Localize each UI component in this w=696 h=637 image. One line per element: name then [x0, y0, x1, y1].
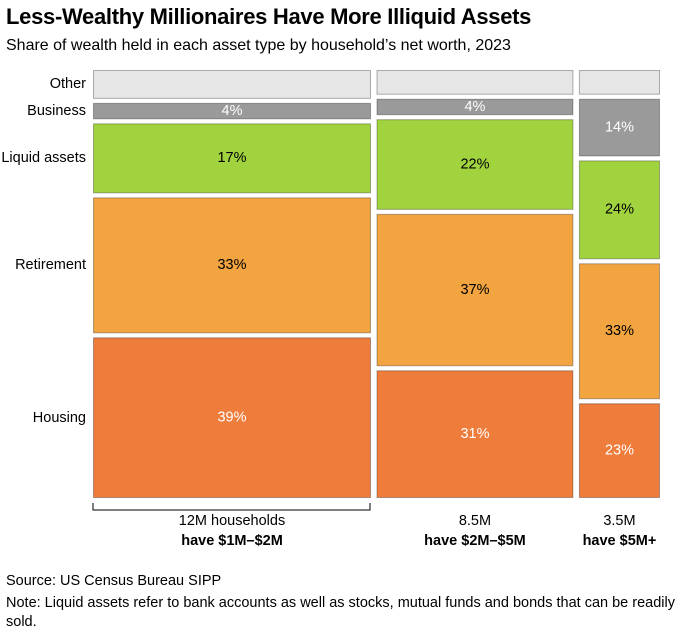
value-label: 22% — [460, 156, 489, 172]
value-label: 23% — [605, 442, 634, 458]
chart-title: Less-Wealthy Millionaires Have More Illi… — [6, 4, 532, 29]
segment — [578, 70, 661, 95]
row-label: Liquid assets — [1, 150, 86, 167]
column-size-label: 8.5M — [458, 513, 492, 529]
segment — [376, 70, 574, 95]
segment — [376, 213, 574, 367]
source: Source: US Census Bureau SIPP — [6, 573, 222, 589]
value-label: 4% — [222, 103, 243, 119]
note: Note: Liquid assets refer to bank accoun… — [6, 595, 675, 630]
value-label: 14% — [605, 119, 634, 135]
column-size-label: 3.5M — [603, 513, 636, 529]
value-label: 39% — [217, 409, 246, 425]
segment — [93, 197, 371, 334]
segment — [93, 102, 371, 120]
value-label: 17% — [217, 150, 246, 166]
value-label: 37% — [460, 282, 489, 298]
segment — [578, 98, 661, 157]
segment — [376, 119, 574, 210]
row-label: Business — [27, 103, 86, 120]
segment — [578, 263, 661, 400]
column-label: have $2M–$5M — [424, 533, 526, 549]
column-label: have $5M+ — [582, 533, 657, 549]
row-label: Retirement — [15, 257, 86, 274]
value-label: 24% — [605, 202, 634, 218]
segment — [376, 98, 574, 116]
value-label: 4% — [464, 99, 485, 115]
segment — [93, 70, 371, 99]
chart-subtitle: Share of wealth held in each asset type … — [6, 37, 511, 54]
row-label: Other — [49, 76, 86, 93]
segment — [93, 123, 371, 194]
value-label: 31% — [460, 426, 489, 442]
column-label: have $1M–$2M — [181, 533, 283, 549]
segment — [93, 337, 371, 498]
value-label: 33% — [605, 323, 634, 339]
value-label: 33% — [217, 257, 246, 273]
segment — [578, 403, 661, 498]
segment — [578, 160, 661, 260]
segment — [376, 370, 574, 498]
row-label: Housing — [32, 409, 86, 426]
bracket — [92, 503, 371, 511]
column-size-label: 12M households — [178, 513, 286, 529]
